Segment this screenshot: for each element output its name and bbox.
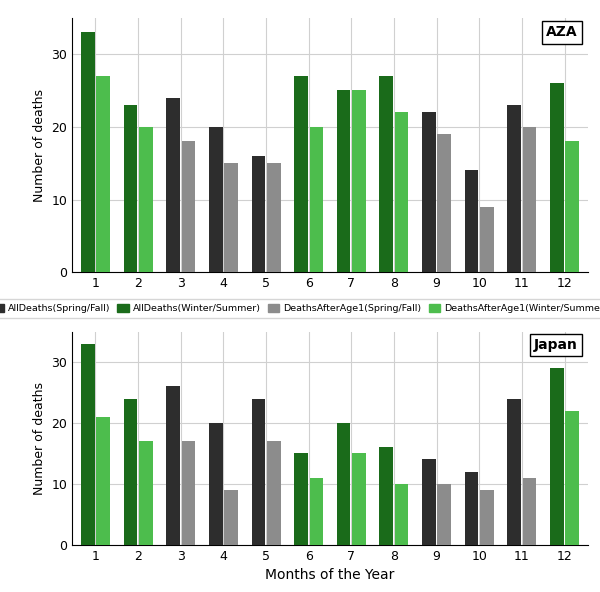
Bar xyxy=(379,76,393,272)
Bar xyxy=(267,163,281,272)
Bar xyxy=(523,127,536,272)
Bar xyxy=(209,127,223,272)
Bar xyxy=(182,141,195,272)
Bar xyxy=(465,472,478,545)
Bar xyxy=(337,91,350,272)
Bar xyxy=(139,127,152,272)
X-axis label: Months of the Year: Months of the Year xyxy=(265,568,395,582)
Bar xyxy=(465,170,478,272)
Bar xyxy=(565,141,579,272)
Bar xyxy=(81,344,95,545)
Bar xyxy=(81,33,95,272)
Bar xyxy=(310,478,323,545)
Bar xyxy=(437,484,451,545)
Bar xyxy=(97,417,110,545)
Bar xyxy=(422,459,436,545)
Y-axis label: Number of deaths: Number of deaths xyxy=(33,89,46,201)
Bar xyxy=(395,112,409,272)
Bar xyxy=(550,83,563,272)
Y-axis label: Number of deaths: Number of deaths xyxy=(33,382,46,494)
Bar xyxy=(251,156,265,272)
Bar xyxy=(124,398,137,545)
Text: Japan: Japan xyxy=(534,338,578,352)
Bar xyxy=(294,76,308,272)
Legend: AllDeaths(Spring/Fall), AllDeaths(Winter/Summer), DeathsAfterAge1(Spring/Fall), : AllDeaths(Spring/Fall), AllDeaths(Winter… xyxy=(0,300,600,318)
Bar xyxy=(508,398,521,545)
Bar xyxy=(565,411,579,545)
Bar xyxy=(267,441,281,545)
Bar xyxy=(310,127,323,272)
Bar xyxy=(224,490,238,545)
Bar xyxy=(97,76,110,272)
Bar xyxy=(209,423,223,545)
Bar xyxy=(480,490,494,545)
Bar xyxy=(294,453,308,545)
Bar xyxy=(124,105,137,272)
Bar xyxy=(379,447,393,545)
Bar xyxy=(139,441,152,545)
Bar xyxy=(337,423,350,545)
Bar xyxy=(480,207,494,272)
Bar xyxy=(166,387,180,545)
Bar xyxy=(422,112,436,272)
Bar xyxy=(395,484,409,545)
Bar xyxy=(550,368,563,545)
Bar xyxy=(224,163,238,272)
Bar xyxy=(166,98,180,272)
Text: AZA: AZA xyxy=(546,25,578,40)
Bar xyxy=(437,134,451,272)
Bar xyxy=(251,398,265,545)
Bar xyxy=(508,105,521,272)
Bar xyxy=(352,91,366,272)
Bar xyxy=(182,441,195,545)
Bar xyxy=(352,453,366,545)
Bar xyxy=(523,478,536,545)
